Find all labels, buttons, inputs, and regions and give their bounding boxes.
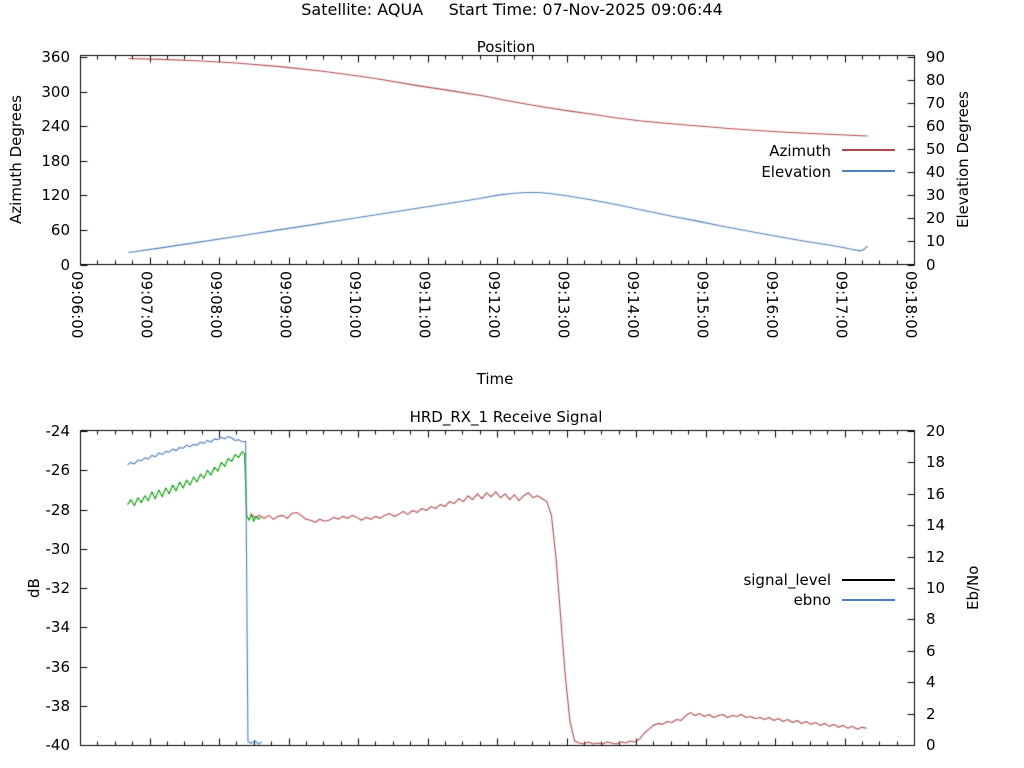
y2-tick-label: 18	[926, 453, 946, 472]
y2-tick-label: 50	[926, 140, 946, 159]
x-tick-label: 09:06:00	[68, 271, 86, 339]
y2-tick-label: 20	[926, 209, 946, 228]
y-tick-label: -32	[45, 579, 71, 597]
y2-tick-label: 0	[926, 736, 936, 754]
chart2-title: HRD_RX_1 Receive Signal	[409, 408, 603, 426]
y-tick-label: 180	[41, 151, 70, 170]
y-tick-label: -40	[45, 736, 71, 754]
y2-tick-label: 70	[926, 94, 946, 113]
x-tick-label: 09:17:00	[832, 271, 851, 339]
y2-tick-label: 40	[926, 163, 946, 182]
legend-line-ebno	[842, 599, 895, 601]
main-title: Satellite: AQUA Start Time: 07-Nov-2025 …	[301, 0, 723, 19]
y2-tick-label: 6	[926, 641, 936, 660]
y-tick-label: 360	[41, 48, 70, 66]
y2-tick-label: 20	[926, 422, 946, 440]
legend-label-Elevation: Elevation	[761, 163, 831, 181]
y2-tick-label: 90	[926, 48, 946, 66]
legend-line-signal_level	[842, 579, 895, 581]
y2-tick-label: 8	[926, 610, 936, 629]
legend-line-Elevation	[842, 170, 895, 172]
y-tick-label: 120	[41, 186, 70, 205]
y2-tick-label: 0	[926, 255, 936, 274]
legend-label-signal_level: signal_level	[743, 571, 831, 589]
y-tick-label: -30	[45, 539, 71, 558]
legend-label-Azimuth: Azimuth	[769, 142, 831, 160]
x-tick-label: 09:13:00	[554, 271, 573, 339]
y-tick-label: -24	[45, 422, 71, 440]
x-tick-label: 09:07:00	[137, 271, 156, 339]
y2-tick-label: 2	[926, 704, 936, 723]
y2-tick-label: 12	[926, 547, 946, 566]
chart1-xaxis-label: Time	[476, 370, 514, 388]
y2-tick-label: 30	[926, 186, 946, 205]
y-tick-label: -36	[45, 657, 71, 676]
legend-line-Azimuth	[842, 149, 895, 151]
y2-tick-label: 60	[926, 117, 946, 136]
y-tick-label: 240	[41, 117, 70, 136]
x-tick-label: 09:09:00	[276, 271, 295, 339]
y-tick-label: -28	[45, 500, 71, 519]
x-tick-label: 09:18:00	[902, 271, 920, 339]
y-tick-label: -38	[45, 696, 71, 715]
y2-tick-label: 10	[926, 232, 946, 251]
x-tick-label: 09:08:00	[207, 271, 225, 339]
legend-label-ebno: ebno	[793, 591, 831, 609]
y-tick-label: 60	[50, 220, 70, 239]
x-tick-label: 09:15:00	[693, 271, 712, 339]
y2-tick-label: 14	[926, 516, 946, 535]
y2-tick-label: 80	[926, 71, 946, 90]
y-tick-label: -34	[45, 618, 71, 637]
x-tick-label: 09:14:00	[624, 271, 642, 339]
chart1-title: Position	[476, 38, 536, 56]
x-tick-label: 09:10:00	[346, 271, 364, 339]
x-tick-label: 09:11:00	[415, 271, 434, 339]
y-tick-label: 0	[60, 255, 70, 274]
y-tick-label: -26	[45, 461, 71, 480]
x-tick-label: 09:16:00	[763, 271, 781, 339]
y2-tick-label: 16	[926, 484, 946, 503]
y2-tick-label: 10	[926, 579, 946, 597]
y-tick-label: 300	[41, 82, 70, 101]
y2-tick-label: 4	[926, 673, 936, 692]
x-tick-label: 09:12:00	[485, 271, 503, 339]
